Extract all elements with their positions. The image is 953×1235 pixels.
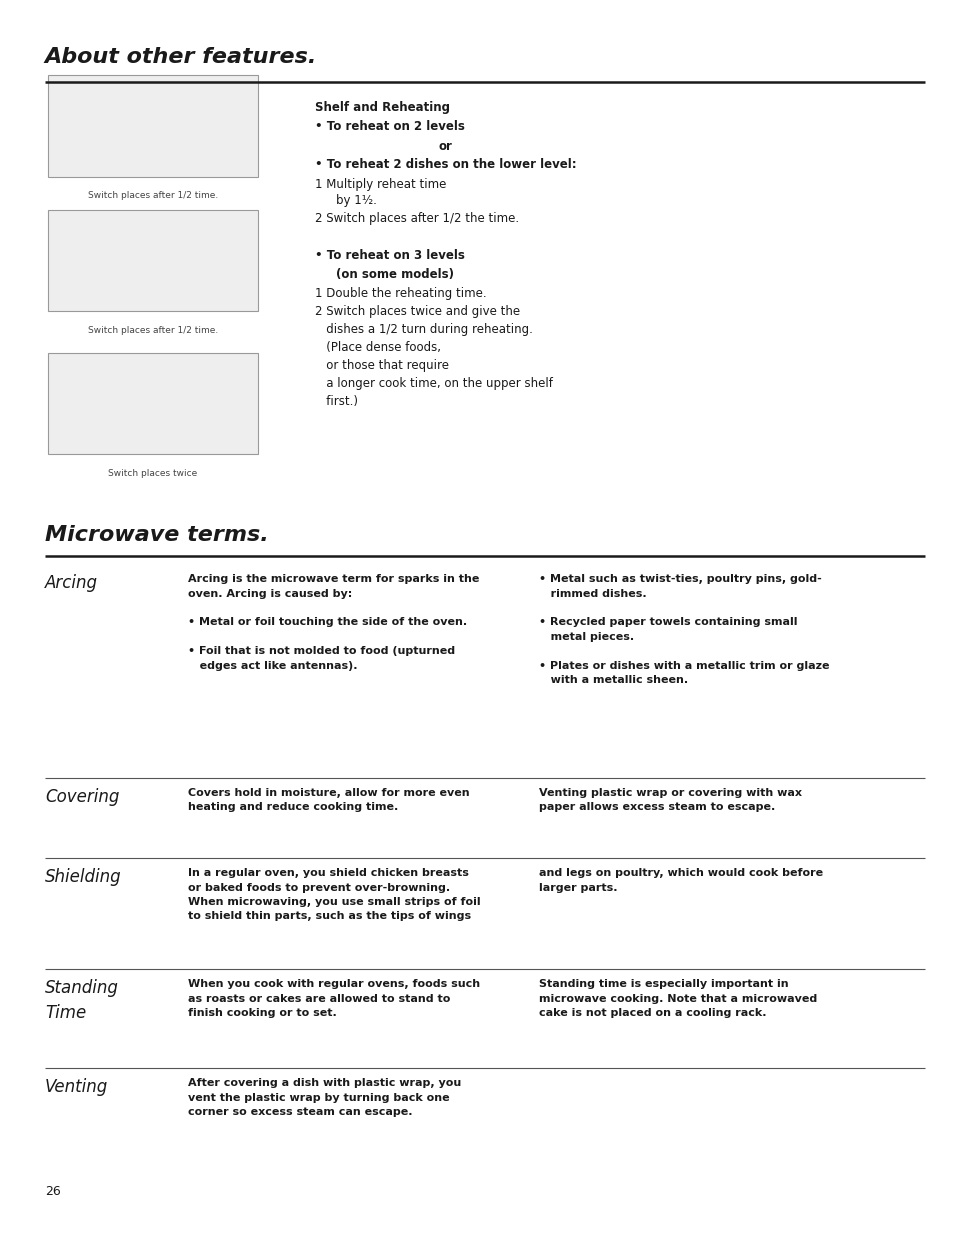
Text: Shelf and Reheating: Shelf and Reheating: [314, 101, 450, 115]
Text: Switch places after 1/2 time.: Switch places after 1/2 time.: [88, 191, 217, 200]
Text: After covering a dish with plastic wrap, you
vent the plastic wrap by turning ba: After covering a dish with plastic wrap,…: [188, 1078, 460, 1116]
Text: 26: 26: [45, 1184, 61, 1198]
Text: or: or: [438, 140, 453, 153]
Text: Standing
Time: Standing Time: [45, 979, 118, 1023]
Text: • To reheat 2 dishes on the lower level:: • To reheat 2 dishes on the lower level:: [314, 158, 576, 172]
Text: and legs on poultry, which would cook before
larger parts.: and legs on poultry, which would cook be…: [538, 868, 822, 893]
Text: • To reheat on 2 levels: • To reheat on 2 levels: [314, 120, 464, 133]
Text: 2 Switch places twice and give the
   dishes a 1/2 turn during reheating.
   (Pl: 2 Switch places twice and give the dishe…: [314, 305, 552, 408]
Text: Shielding: Shielding: [45, 868, 121, 887]
Text: (on some models): (on some models): [335, 268, 454, 282]
Text: Standing time is especially important in
microwave cooking. Note that a microwav: Standing time is especially important in…: [538, 979, 817, 1018]
Text: 1 Double the reheating time.: 1 Double the reheating time.: [314, 287, 486, 300]
FancyBboxPatch shape: [48, 353, 257, 454]
Text: When you cook with regular ovens, foods such
as roasts or cakes are allowed to s: When you cook with regular ovens, foods …: [188, 979, 479, 1018]
Text: • Metal such as twist-ties, poultry pins, gold-
   rimmed dishes.

• Recycled pa: • Metal such as twist-ties, poultry pins…: [538, 574, 829, 685]
Text: About other features.: About other features.: [45, 47, 317, 67]
Text: 2 Switch places after 1/2 the time.: 2 Switch places after 1/2 the time.: [314, 212, 518, 226]
Text: Covering: Covering: [45, 788, 119, 806]
Text: Covers hold in moisture, allow for more even
heating and reduce cooking time.: Covers hold in moisture, allow for more …: [188, 788, 469, 813]
Text: Switch places twice: Switch places twice: [108, 469, 197, 478]
Text: by 1½.: by 1½.: [335, 194, 376, 207]
Text: Microwave terms.: Microwave terms.: [45, 525, 269, 545]
Text: • To reheat on 3 levels: • To reheat on 3 levels: [314, 249, 464, 263]
FancyBboxPatch shape: [48, 75, 257, 177]
Text: Venting plastic wrap or covering with wax
paper allows excess steam to escape.: Venting plastic wrap or covering with wa…: [538, 788, 801, 813]
FancyBboxPatch shape: [48, 210, 257, 311]
Text: Arcing: Arcing: [45, 574, 98, 593]
Text: Venting: Venting: [45, 1078, 108, 1097]
Text: Switch places after 1/2 time.: Switch places after 1/2 time.: [88, 326, 217, 335]
Text: In a regular oven, you shield chicken breasts
or baked foods to prevent over-bro: In a regular oven, you shield chicken br…: [188, 868, 480, 921]
Text: Arcing is the microwave term for sparks in the
oven. Arcing is caused by:

• Met: Arcing is the microwave term for sparks …: [188, 574, 478, 671]
Text: 1 Multiply reheat time: 1 Multiply reheat time: [314, 178, 446, 191]
